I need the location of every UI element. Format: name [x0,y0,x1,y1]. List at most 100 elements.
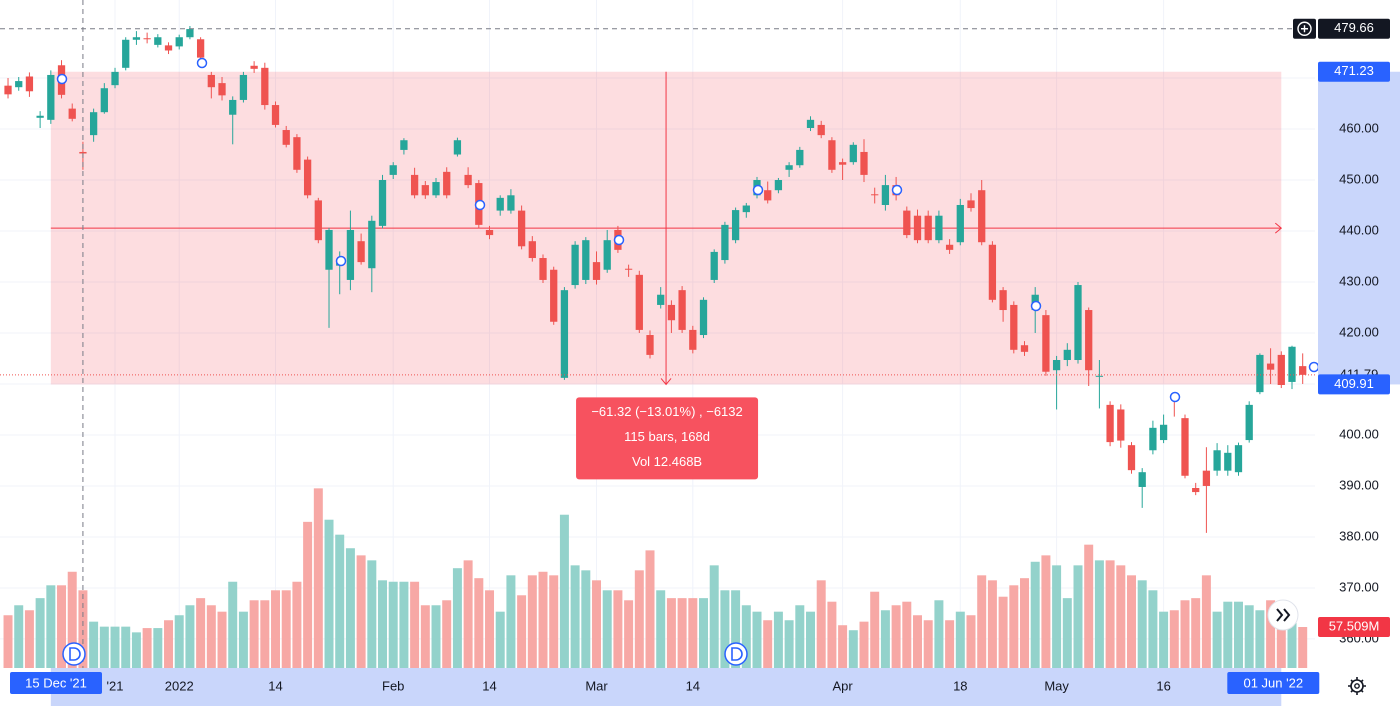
volume-label-box [1318,617,1390,638]
volume-bar [752,611,762,668]
candle-body [229,99,237,115]
x-tick-label: 14 [686,678,700,693]
volume-bar [1073,565,1083,668]
volume-bar [773,611,783,668]
x-tick-label: 2022 [165,678,194,693]
volume-bar [634,570,644,668]
volume-bar [89,621,99,668]
candle-body [346,229,355,280]
volume-bar [1244,605,1254,668]
marker[interactable] [56,73,68,85]
candle-body [1159,424,1168,441]
volume-bar [46,585,56,668]
candle-body [710,251,718,280]
volume-bar [356,555,366,668]
marker[interactable] [613,234,625,246]
volume-bar [741,605,751,668]
candle-body [293,137,301,170]
candle-body [1266,363,1275,370]
marker[interactable] [1030,300,1042,312]
candle-body [678,290,686,330]
volume-bar [731,590,741,668]
volume-bar [891,605,901,668]
volume-bar [14,605,24,668]
candle-body [1074,285,1082,361]
volume-bar [1212,611,1222,668]
volume-bar [303,521,313,668]
candle-body [15,81,23,88]
volume-bar [399,581,409,668]
x-tick-label: Feb [382,678,404,693]
add-alert-button[interactable] [1293,18,1316,39]
x-tick-label: Mar [585,678,608,693]
candle-body [389,165,397,175]
candle-body [175,37,183,47]
candle-body [774,180,783,191]
volume-bar [1041,555,1051,668]
marker[interactable] [335,255,347,267]
volume-bar [709,565,719,668]
dividend-icon[interactable] [62,642,86,666]
volume-bar [313,488,323,668]
marker[interactable] [474,199,486,211]
marker[interactable] [752,184,764,196]
volume-bar [121,626,131,668]
candle-body [1224,452,1232,471]
candle-body [828,140,836,170]
candle-body [528,241,536,259]
volume-bar [506,575,516,668]
volume-bar [977,575,987,668]
candle-body [47,74,55,120]
candle-body [1288,346,1296,382]
candle-body [806,119,815,128]
x-tick-label: '21 [107,678,124,693]
candle-body [646,335,654,355]
volume-bar [1191,598,1201,668]
candle-body [1095,375,1104,377]
candle-body [25,76,34,92]
candle-body [186,29,194,38]
volume-bar [345,548,355,668]
candle-body [1256,354,1264,393]
event-markers [56,57,1320,666]
y-tick-label: 380.00 [1339,528,1379,543]
y-tick-label: 430.00 [1339,273,1379,288]
x-tick-label: 14 [268,678,282,693]
volume-bar [1009,585,1019,668]
volume-bar [1159,611,1169,668]
measure-v-arrow [660,71,672,386]
marker[interactable] [1308,361,1320,373]
candle-body [667,304,676,321]
marker[interactable] [196,57,208,69]
candle-body [1202,470,1211,486]
volume-bar [656,590,666,668]
volume-bar [249,600,259,668]
candle-body [1106,404,1114,443]
measure-tooltip-line: 115 bars, 168d [624,429,710,444]
volume-bar [238,611,248,668]
scroll-to-latest-button[interactable] [1267,599,1299,631]
volume-bar [24,610,34,668]
volume-bar [1234,601,1243,668]
volume-bar [592,580,602,668]
crosshair-price-label: 479.66 [1334,20,1374,35]
dividend-icon[interactable] [724,642,748,666]
candle-body [881,185,890,205]
y-tick-label: 370.00 [1339,579,1379,594]
volume-bar [880,610,890,668]
candle-body [903,210,911,236]
candle-body [1138,472,1146,487]
volume-bar [645,550,655,668]
measure-from-date: 15 Dec '21 [25,675,87,690]
candle-body [36,115,44,118]
marker[interactable] [1169,391,1181,403]
candle-body [967,200,975,209]
candle-body [742,205,750,213]
marker[interactable] [891,184,903,196]
volume-bar [1223,601,1233,668]
volume-bar [538,571,548,668]
volume-bar [131,632,141,668]
settings-button[interactable] [1348,677,1366,695]
candle-body [624,268,633,270]
x-tick-label: 16 [1156,678,1170,693]
